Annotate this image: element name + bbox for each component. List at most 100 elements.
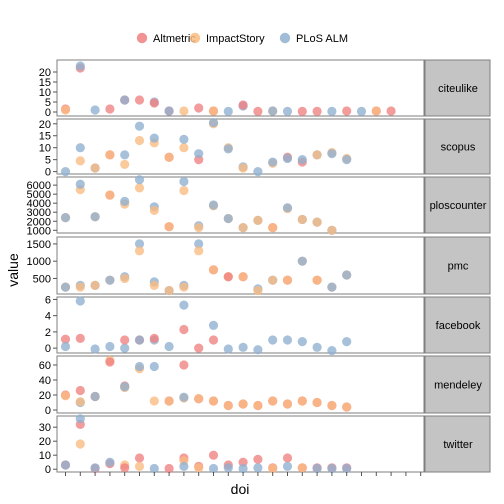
y-tick-label: 0 bbox=[45, 107, 51, 119]
data-point-altmetric bbox=[238, 100, 248, 110]
data-point-plos-alm bbox=[312, 463, 322, 474]
data-point-plos-alm bbox=[105, 457, 115, 467]
data-point-impactstory bbox=[312, 275, 322, 285]
data-point-altmetric bbox=[134, 453, 145, 463]
data-point-altmetric bbox=[60, 334, 71, 344]
data-point-plos-alm bbox=[164, 106, 174, 116]
data-point-altmetric bbox=[149, 98, 159, 108]
data-point-impactstory bbox=[164, 396, 174, 406]
data-point-plos-alm bbox=[327, 106, 337, 116]
x-axis bbox=[65, 472, 422, 476]
data-point-impactstory bbox=[105, 150, 115, 160]
data-point-impactstory bbox=[297, 214, 307, 225]
data-point-plos-alm bbox=[149, 361, 159, 372]
data-point-impactstory bbox=[253, 400, 263, 411]
y-tick-label: 5 bbox=[45, 155, 51, 167]
y-tick-label: 6000 bbox=[27, 180, 51, 192]
data-point-plos-alm bbox=[179, 134, 189, 144]
y-tick-label: 0 bbox=[45, 464, 51, 476]
data-point-impactstory bbox=[164, 285, 174, 296]
data-point-impactstory bbox=[268, 275, 278, 285]
data-point-plos-alm bbox=[60, 282, 71, 292]
y-tick-label: 2 bbox=[45, 327, 51, 339]
data-point-impactstory bbox=[282, 275, 293, 285]
data-point-plos-alm bbox=[327, 282, 337, 292]
data-point-plos-alm bbox=[282, 203, 293, 213]
y-tick-label: 5 bbox=[45, 97, 51, 109]
data-point-altmetric bbox=[164, 463, 174, 474]
y-tick-label: 15 bbox=[39, 131, 51, 143]
data-point-plos-alm bbox=[327, 345, 337, 356]
data-point-plos-alm bbox=[282, 153, 293, 164]
data-point-impactstory bbox=[149, 280, 159, 290]
data-point-altmetric bbox=[238, 457, 248, 467]
data-point-plos-alm bbox=[134, 361, 145, 372]
data-point-impactstory bbox=[179, 143, 189, 153]
data-point-plos-alm bbox=[297, 256, 307, 266]
data-point-plos-alm bbox=[194, 239, 204, 249]
data-point-impactstory bbox=[327, 225, 337, 235]
data-point-impactstory bbox=[134, 183, 145, 193]
data-point-impactstory bbox=[253, 285, 263, 296]
data-point-impactstory bbox=[194, 463, 204, 473]
data-point-plos-alm bbox=[223, 344, 233, 354]
data-point-plos-alm bbox=[312, 342, 322, 352]
data-point-plos-alm bbox=[75, 61, 85, 71]
x-axis-title: doi bbox=[231, 481, 250, 497]
data-point-plos-alm bbox=[179, 392, 189, 402]
data-point-plos-alm bbox=[253, 463, 263, 473]
legend-marker-0 bbox=[136, 32, 148, 44]
facet-twitter: twitter 0 10 20 30 bbox=[39, 414, 491, 476]
data-point-impactstory bbox=[268, 463, 278, 474]
data-point-plos-alm bbox=[238, 463, 248, 474]
data-point-plos-alm bbox=[253, 345, 263, 355]
y-tick-label: 20 bbox=[39, 119, 51, 131]
data-point-plos-alm bbox=[208, 320, 219, 331]
data-point-plos-alm bbox=[297, 155, 307, 165]
data-point-impactstory bbox=[312, 397, 322, 408]
strip-label-scopus: scopus bbox=[441, 142, 476, 154]
data-point-altmetric bbox=[149, 333, 159, 343]
facet-facebook: facebook 0 2 4 6 bbox=[45, 294, 491, 356]
strip-label-citeulike: citeulike bbox=[438, 83, 478, 95]
data-point-plos-alm bbox=[120, 95, 130, 105]
legend-label-2: PLoS ALM bbox=[296, 33, 348, 45]
legend-marker-1 bbox=[189, 32, 201, 44]
y-tick-label: 5000 bbox=[27, 189, 51, 201]
data-point-plos-alm bbox=[297, 337, 307, 347]
data-point-impactstory bbox=[208, 396, 219, 406]
y-tick-label: 20 bbox=[39, 436, 51, 448]
data-point-plos-alm bbox=[223, 213, 233, 224]
data-point-altmetric bbox=[75, 333, 85, 343]
data-point-impactstory bbox=[327, 400, 337, 411]
y-tick-label: 500 bbox=[33, 273, 51, 285]
data-point-impactstory bbox=[149, 396, 159, 406]
y-tick-label: 0 bbox=[45, 343, 51, 355]
data-point-plos-alm bbox=[253, 167, 263, 177]
data-point-impactstory bbox=[60, 391, 71, 401]
data-point-impactstory bbox=[105, 190, 115, 200]
strip-label-facebook: facebook bbox=[436, 320, 481, 332]
y-tick-label: 20 bbox=[39, 67, 51, 79]
data-point-altmetric bbox=[208, 450, 219, 460]
data-point-plos-alm bbox=[75, 414, 85, 424]
data-point-plos-alm bbox=[268, 335, 278, 345]
data-point-plos-alm bbox=[90, 344, 100, 354]
data-point-altmetric bbox=[342, 106, 352, 116]
data-point-impactstory bbox=[134, 135, 145, 146]
data-point-plos-alm bbox=[342, 155, 352, 165]
data-point-plos-alm bbox=[60, 341, 71, 352]
y-tick-label: 1500 bbox=[27, 239, 51, 251]
data-point-impactstory bbox=[223, 400, 233, 411]
strip-background bbox=[424, 118, 491, 175]
data-point-plos-alm bbox=[208, 117, 219, 128]
data-point-impactstory bbox=[134, 461, 145, 471]
data-point-plos-alm bbox=[268, 157, 278, 167]
data-point-plos-alm bbox=[208, 463, 219, 474]
data-point-plos-alm bbox=[179, 176, 189, 187]
data-point-impactstory bbox=[90, 163, 100, 173]
data-point-impactstory bbox=[268, 222, 278, 233]
data-point-impactstory bbox=[208, 106, 219, 116]
data-point-impactstory bbox=[208, 265, 219, 275]
data-point-plos-alm bbox=[134, 335, 145, 345]
